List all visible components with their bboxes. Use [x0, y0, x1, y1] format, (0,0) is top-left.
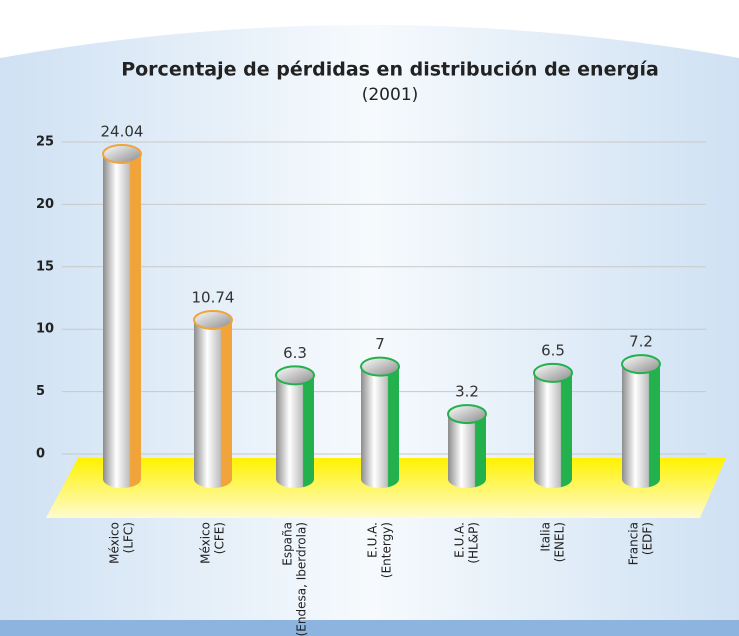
- bar-top: [275, 365, 315, 386]
- x-tick-label: (Endesa, Iberdrola): [295, 522, 309, 636]
- y-tick-label: 5: [36, 384, 45, 399]
- bar-top: [533, 362, 573, 383]
- x-tick-label: E.U.A.: [366, 522, 380, 558]
- bar-top: [193, 309, 233, 330]
- bar-top: [621, 354, 661, 375]
- y-tick-label: 10: [36, 322, 54, 337]
- bar: [194, 319, 232, 488]
- value-label: 10.74: [192, 288, 235, 306]
- x-tick-label: (HL&P): [467, 522, 481, 564]
- bar: [276, 375, 314, 488]
- bar: [448, 414, 486, 488]
- x-tick-label: (LFC): [122, 522, 136, 553]
- x-tick-label: México: [108, 522, 122, 564]
- bar: [103, 153, 141, 488]
- chart-title: Porcentaje de pérdidas en distribución d…: [121, 59, 659, 81]
- x-tick-label: (CFE): [213, 522, 227, 554]
- y-tick-label: 15: [36, 259, 54, 274]
- y-tick-label: 25: [36, 135, 54, 150]
- y-tick-label: 20: [36, 197, 54, 212]
- x-tick-label: México: [199, 522, 213, 564]
- bar: [534, 372, 572, 488]
- value-label: 24.04: [101, 122, 144, 140]
- x-tick-label: (Entergy): [380, 522, 394, 578]
- bar-top: [447, 404, 487, 425]
- value-label: 6.5: [541, 341, 565, 359]
- value-label: 7.2: [629, 333, 653, 351]
- bar-top: [102, 143, 142, 164]
- bar-top: [360, 356, 400, 377]
- x-tick-label: (EDF): [641, 522, 655, 555]
- bottom-band: [0, 620, 739, 636]
- x-tick-label: E.U.A.: [453, 522, 467, 558]
- x-tick-label: España: [281, 522, 295, 566]
- bar: [361, 366, 399, 488]
- x-tick-label: Italia: [539, 522, 553, 552]
- x-tick-label: (ENEL): [553, 522, 567, 562]
- y-tick-label: 0: [36, 447, 45, 462]
- value-label: 7: [375, 335, 385, 353]
- bar: [622, 364, 660, 488]
- chart-subtitle: (2001): [362, 85, 419, 105]
- x-tick-label: Francia: [627, 522, 641, 565]
- value-label: 6.3: [283, 344, 307, 362]
- value-label: 3.2: [455, 383, 479, 401]
